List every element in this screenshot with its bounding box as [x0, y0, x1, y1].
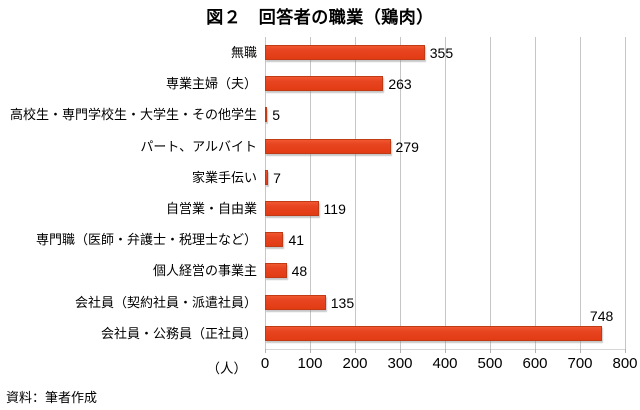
- axis-unit-label: （人）: [206, 361, 248, 376]
- gridline: [355, 37, 356, 349]
- bar: [265, 294, 326, 310]
- x-tick-label: 500: [477, 355, 503, 372]
- x-tick-label: 600: [522, 355, 548, 372]
- bar: [265, 76, 384, 92]
- bar: [265, 107, 268, 123]
- x-tick-label: 300: [387, 355, 413, 372]
- gridline: [535, 37, 536, 349]
- category-label: 専門職（医師・弁護士・税理士など）: [35, 232, 257, 248]
- bar-value-label: 7: [273, 169, 281, 186]
- bar: [265, 45, 425, 60]
- category-label: 高校生・専門学校生・大学生・その他学生: [9, 107, 257, 123]
- gridline: [265, 37, 266, 349]
- category-label: 無職: [230, 45, 257, 60]
- gridline: [400, 37, 401, 349]
- bar-value-label: 135: [330, 294, 355, 311]
- x-tick: [310, 349, 311, 353]
- category-label: パート、アルバイト: [140, 138, 257, 154]
- bar-value-label: 48: [291, 263, 308, 280]
- bar: [265, 201, 319, 216]
- x-tick: [625, 349, 626, 353]
- bar-value-label: 279: [395, 138, 419, 155]
- x-tick: [535, 349, 536, 353]
- gridline: [445, 37, 446, 349]
- category-label: 個人経営の事業主: [152, 263, 257, 279]
- bar: [265, 263, 287, 279]
- gridline: [625, 37, 626, 349]
- category-label: 会社員・公務員（正社員）: [100, 325, 257, 341]
- x-tick: [265, 349, 266, 353]
- x-tick-label: 700: [567, 355, 593, 372]
- x-tick-label: 100: [297, 355, 323, 372]
- x-tick: [490, 349, 491, 353]
- x-tick: [400, 349, 401, 353]
- plot-area: 355 263 5 279 7 119 41 48 135 748: [265, 37, 626, 353]
- x-tick-label: 0: [260, 355, 270, 372]
- bar-value-label: 263: [388, 76, 412, 93]
- bar: [265, 169, 269, 185]
- x-tick: [355, 349, 356, 353]
- bar-value-label: 748: [589, 307, 614, 324]
- bar: [265, 138, 391, 154]
- x-tick-label: 200: [342, 355, 368, 372]
- gridline: [490, 37, 491, 349]
- bar-value-label: 41: [288, 232, 305, 249]
- bar-value-label: 119: [323, 201, 346, 217]
- chart-title: 図２ 回答者の職業（鶏肉）: [206, 8, 434, 27]
- gridline: [580, 37, 581, 349]
- gridline: [310, 37, 311, 349]
- x-tick-label: 400: [432, 355, 458, 372]
- x-tick-label: 800: [612, 355, 638, 372]
- category-label: 家業手伝い: [191, 169, 257, 185]
- bar: [265, 232, 284, 248]
- x-tick: [445, 349, 446, 353]
- bar-value-label: 355: [429, 45, 454, 61]
- source-note: 資料：筆者作成: [6, 390, 98, 405]
- category-label: 専業主婦（夫）: [165, 76, 257, 92]
- category-label: 自営業・自由業: [165, 201, 257, 216]
- x-tick: [580, 349, 581, 353]
- bar: [265, 325, 602, 341]
- bar-value-label: 5: [272, 107, 281, 124]
- category-label: 会社員（契約社員・派遣社員）: [74, 294, 257, 310]
